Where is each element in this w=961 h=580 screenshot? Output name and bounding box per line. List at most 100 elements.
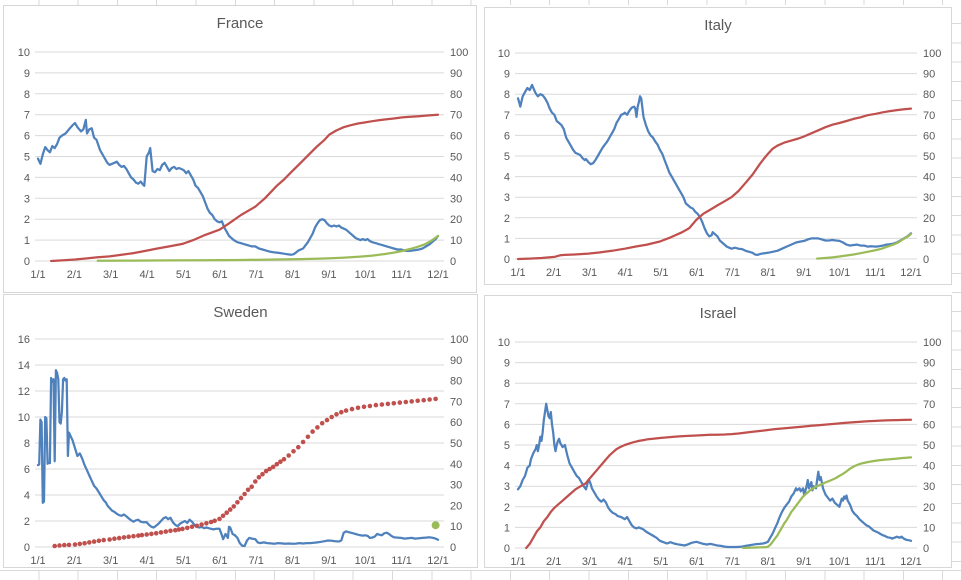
right-axis-label: 10 [450, 521, 462, 533]
left-axis-label: 6 [504, 130, 510, 142]
right-axis-label: 60 [450, 417, 462, 429]
series-red-dots [77, 541, 83, 547]
series-red-dots [224, 510, 229, 515]
right-axis-label: 30 [923, 192, 935, 204]
left-axis-label: 5 [504, 151, 510, 163]
series-red-dots [212, 518, 217, 524]
left-axis-label: 3 [24, 193, 30, 205]
left-axis-label: 3 [504, 192, 510, 204]
series-red-dots [116, 535, 122, 541]
right-axis-label: 50 [450, 438, 462, 450]
left-axis-label: 3 [504, 481, 510, 493]
series-red-dots [361, 404, 367, 410]
series-red-dots [101, 537, 106, 543]
series-red-dots [62, 542, 67, 548]
series-red-dots [112, 536, 117, 541]
chart-israel[interactable]: 0 1 2 3 4 5 6 7 8 9 10 0 10 20 30 40 50 60 70 80 90 100 1/1 2/1… [484, 295, 952, 568]
series-red-dots [149, 531, 154, 537]
x-axis-label: 10/1 [355, 269, 376, 281]
left-axis-label: 6 [24, 464, 30, 476]
series-red-dots [208, 519, 214, 525]
series-red-dots [343, 408, 349, 413]
series-red-dots [329, 414, 335, 420]
series-red-dots [72, 542, 78, 547]
series-red-dots [144, 532, 149, 537]
right-axis-label: 80 [923, 89, 935, 101]
series-red-dots [96, 538, 102, 544]
series-red-dots [217, 516, 222, 522]
series-red-dots [227, 507, 233, 512]
series-red-dots [153, 531, 159, 536]
x-axis-label: 12/1 [427, 269, 448, 281]
x-axis-label: 5/1 [176, 555, 191, 567]
series-red-dots [253, 479, 258, 484]
right-axis-label: 10 [450, 235, 462, 247]
x-axis-label: 7/1 [249, 269, 264, 281]
left-axis-label: 12 [18, 386, 30, 398]
series-red-dots [242, 491, 247, 497]
series-red-dots [139, 532, 145, 538]
x-axis-label: 6/1 [212, 555, 227, 567]
series-red-dots [238, 495, 244, 501]
left-axis-label: 4 [504, 172, 510, 184]
series-red-dots [263, 468, 269, 474]
left-axis-label: 7 [24, 110, 30, 122]
series-red-dots [334, 412, 339, 417]
right-axis-label: 70 [923, 110, 935, 122]
x-axis-label: 11/1 [391, 555, 412, 567]
x-axis-label: 9/1 [321, 555, 336, 567]
left-axis-label: 8 [504, 378, 510, 390]
x-axis-label: 1/1 [510, 556, 525, 568]
series-red-dots [270, 464, 276, 470]
left-axis-label: 2 [24, 516, 30, 528]
left-axis-label: 0 [24, 256, 30, 268]
right-axis-label: 30 [450, 193, 462, 205]
left-axis-label: 8 [24, 89, 30, 101]
right-axis-label: 40 [450, 459, 462, 471]
series-red-dots [189, 524, 195, 530]
x-axis-label: 7/1 [249, 555, 264, 567]
x-axis-label: 1/1 [30, 269, 45, 281]
series-blue-line [36, 118, 440, 256]
x-axis-label: 6/1 [689, 267, 704, 279]
x-axis-label: 3/1 [103, 269, 118, 281]
x-axis-label: 3/1 [103, 555, 118, 567]
right-axis-label: 90 [923, 358, 935, 370]
x-axis-label: 8/1 [760, 556, 775, 568]
series-green-line [96, 234, 440, 262]
right-axis-label: 40 [923, 461, 935, 473]
x-axis-label: 3/1 [582, 267, 597, 279]
right-axis-label: 10 [923, 233, 935, 245]
right-axis-label: 60 [450, 131, 462, 143]
chart-france[interactable]: 0 1 2 3 4 5 6 7 8 9 10 0 10 20 30 40 50 60 70 80 90 100 1/1 2/1… [3, 5, 477, 293]
x-axis-label: 2/1 [546, 556, 561, 568]
series-red-dots [310, 429, 315, 434]
series-red-dots [66, 542, 72, 548]
x-axis-label: 10/1 [829, 556, 850, 568]
series-red-dots [421, 397, 427, 403]
left-axis-label: 5 [504, 440, 510, 452]
x-axis-label: 1/1 [30, 555, 45, 567]
right-axis-label: 30 [923, 481, 935, 493]
series-red-dots [415, 398, 421, 404]
series-red-dots [305, 434, 311, 440]
series-red-dots [367, 403, 373, 409]
series-blue-line [516, 402, 913, 549]
series-red-line [49, 113, 440, 263]
chart-italy[interactable]: 0 1 2 3 4 5 6 7 8 9 10 0 10 20 30 40 50 60 70 80 90 100 1/1 2/1… [484, 7, 952, 285]
chart-sweden[interactable]: 0 2 4 6 8 10 12 14 16 0 10 20 30 40 50 60 70 80 90 100 1/1 2/… [3, 294, 478, 568]
left-axis-label: 9 [504, 69, 510, 81]
left-axis-label: 1 [504, 233, 510, 245]
chart-plot-area: 0 2 4 6 8 10 12 14 16 0 10 20 30 40 50 60 70 80 90 100 1/1 2/… [18, 334, 469, 567]
left-axis-label: 1 [24, 235, 30, 247]
series-red-dots [231, 504, 237, 509]
x-axis-label: 11/1 [865, 267, 886, 279]
series-red-dots [185, 525, 190, 531]
series-red-line [516, 107, 913, 261]
series-red-dots [278, 459, 283, 464]
left-axis-label: 7 [504, 110, 510, 122]
right-axis-label: 70 [450, 110, 462, 122]
x-axis-label: 2/1 [67, 555, 82, 567]
series-red-dots [199, 522, 204, 527]
series-red-dots [397, 400, 403, 405]
